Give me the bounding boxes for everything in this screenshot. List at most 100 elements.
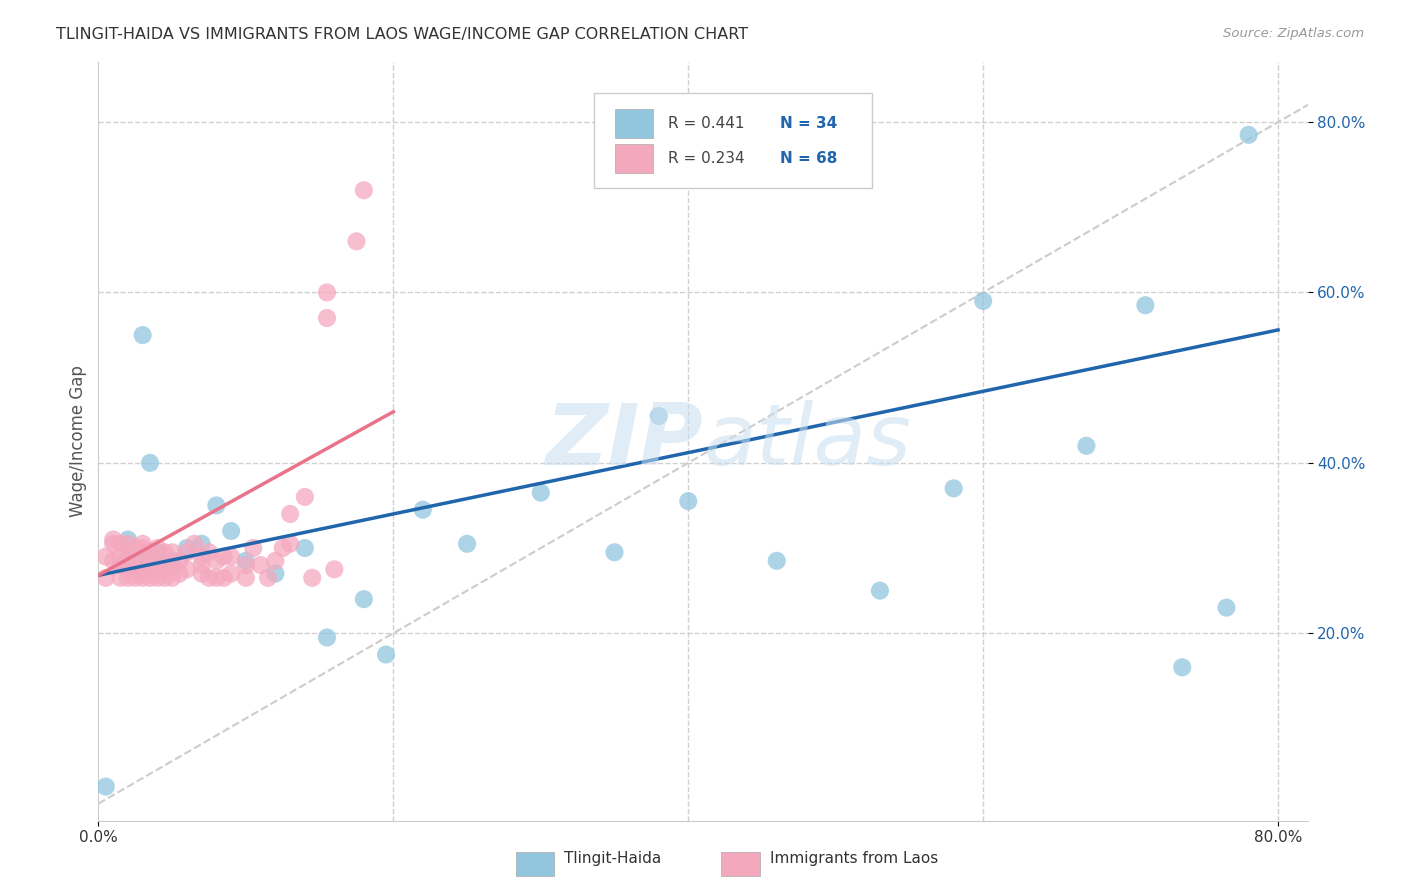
Point [146, 545, 169, 559]
Point [94, 780, 117, 794]
Text: Source: ZipAtlas.com: Source: ZipAtlas.com [1223, 27, 1364, 40]
Point [1171, 660, 1194, 674]
Point [94, 549, 117, 564]
FancyBboxPatch shape [721, 852, 759, 876]
Point [117, 533, 139, 547]
Point [139, 558, 162, 572]
Point [101, 533, 124, 547]
Point [294, 490, 316, 504]
Point [146, 554, 169, 568]
Point [176, 545, 198, 559]
Point [117, 554, 139, 568]
Text: ZIP: ZIP [546, 400, 703, 483]
Point [219, 524, 242, 538]
Point [301, 571, 323, 585]
Point [765, 554, 787, 568]
Point [278, 507, 301, 521]
Point [1215, 600, 1237, 615]
Text: TLINGIT-HAIDA VS IMMIGRANTS FROM LAOS WAGE/INCOME GAP CORRELATION CHART: TLINGIT-HAIDA VS IMMIGRANTS FROM LAOS WA… [56, 27, 748, 42]
Point [110, 558, 132, 572]
Point [375, 648, 398, 662]
Point [212, 571, 235, 585]
Point [205, 571, 228, 585]
Point [117, 554, 139, 568]
Point [153, 571, 176, 585]
Text: Immigrants from Laos: Immigrants from Laos [769, 851, 938, 866]
Point [235, 554, 257, 568]
Point [124, 541, 146, 555]
FancyBboxPatch shape [614, 109, 654, 137]
Point [176, 562, 198, 576]
Point [146, 562, 169, 576]
Point [117, 571, 139, 585]
Point [131, 549, 153, 564]
Point [101, 554, 124, 568]
Point [146, 541, 169, 555]
Point [323, 562, 346, 576]
Point [131, 566, 153, 581]
Point [160, 558, 183, 572]
Point [316, 311, 339, 326]
Point [124, 571, 146, 585]
Point [169, 554, 191, 568]
Point [530, 485, 553, 500]
Point [131, 554, 153, 568]
Point [190, 537, 212, 551]
Point [249, 558, 271, 572]
Point [110, 558, 132, 572]
Point [972, 293, 994, 308]
Point [117, 562, 139, 576]
Point [169, 566, 191, 581]
Point [257, 571, 280, 585]
Point [264, 566, 287, 581]
Point [117, 537, 139, 551]
Point [131, 537, 153, 551]
Point [869, 583, 891, 598]
Point [131, 328, 153, 343]
Point [1135, 298, 1157, 312]
Y-axis label: Wage/Income Gap: Wage/Income Gap [69, 366, 87, 517]
Text: N = 34: N = 34 [780, 116, 838, 130]
Point [316, 285, 339, 300]
Point [94, 571, 117, 585]
Point [139, 456, 162, 470]
Point [942, 482, 965, 496]
Point [353, 183, 375, 197]
Point [412, 502, 434, 516]
Point [278, 537, 301, 551]
Point [294, 541, 316, 555]
Point [316, 631, 339, 645]
Point [271, 541, 294, 555]
Point [183, 537, 205, 551]
Point [131, 571, 153, 585]
Point [131, 558, 153, 572]
Text: R = 0.441: R = 0.441 [668, 116, 744, 130]
FancyBboxPatch shape [516, 852, 554, 876]
Point [124, 562, 146, 576]
Point [153, 562, 176, 576]
Text: N = 68: N = 68 [780, 152, 838, 166]
Point [117, 545, 139, 559]
Point [190, 566, 212, 581]
Point [678, 494, 700, 508]
Point [353, 592, 375, 607]
Point [264, 554, 287, 568]
Point [1237, 128, 1260, 142]
Point [110, 549, 132, 564]
Point [160, 571, 183, 585]
Point [212, 549, 235, 564]
Point [160, 545, 183, 559]
Point [198, 545, 221, 559]
Point [1076, 439, 1098, 453]
FancyBboxPatch shape [614, 145, 654, 173]
FancyBboxPatch shape [595, 93, 872, 187]
Text: Tlingit-Haida: Tlingit-Haida [564, 851, 661, 866]
Point [346, 235, 368, 249]
Point [205, 499, 228, 513]
Point [139, 571, 162, 585]
Point [153, 545, 176, 559]
Point [176, 541, 198, 555]
Text: atlas: atlas [703, 400, 911, 483]
Point [190, 549, 212, 564]
Point [242, 541, 264, 555]
